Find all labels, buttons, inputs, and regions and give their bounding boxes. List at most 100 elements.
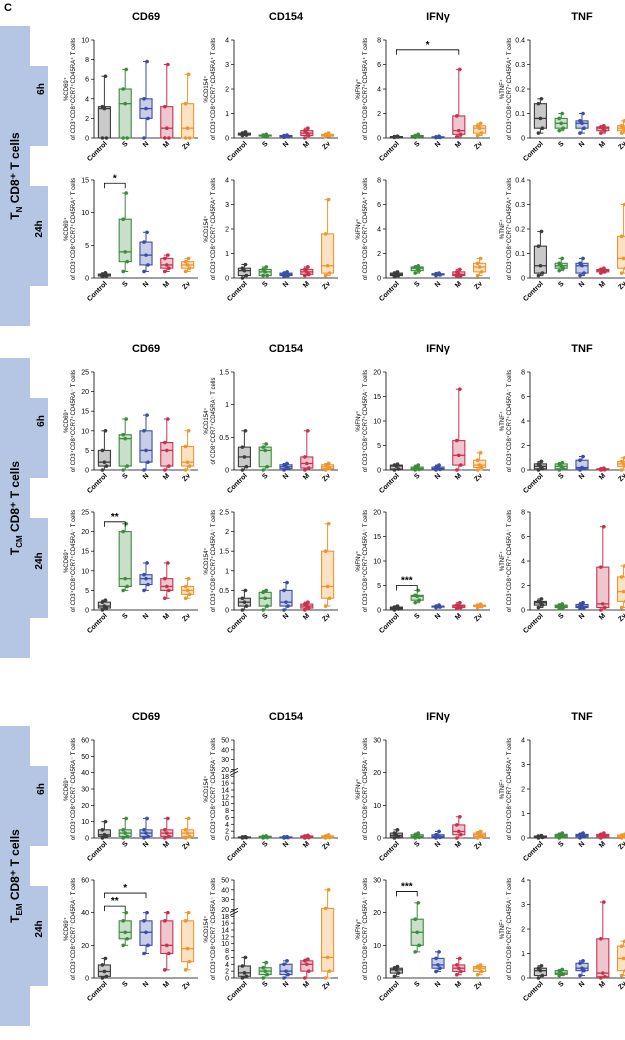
x-tick-label: Zv	[181, 280, 192, 291]
box-M	[452, 956, 466, 977]
y-tick-label: 4	[377, 87, 381, 94]
data-point	[124, 67, 128, 72]
y-tick-label: 50	[221, 878, 229, 885]
time-label: 24h	[34, 552, 45, 569]
data-point	[187, 959, 192, 964]
x-tick-label: Zv	[181, 612, 192, 623]
data-point	[100, 828, 105, 832]
box-S	[258, 834, 272, 840]
box-Control	[237, 262, 251, 280]
y-tick-label: 12	[221, 794, 229, 801]
data-point	[183, 968, 188, 972]
data-point	[602, 900, 606, 904]
x-tick-label: M	[454, 980, 463, 989]
data-point	[100, 963, 105, 967]
y-tick-label: 8	[85, 57, 89, 64]
data-point	[557, 606, 561, 611]
box-Control	[237, 834, 251, 840]
y-tick-label: 1	[521, 951, 525, 958]
column-title-1: CD154	[269, 711, 304, 723]
box-Zv	[473, 121, 487, 138]
x-tick-label: N	[434, 140, 443, 149]
box-iqr	[97, 106, 111, 139]
y-tick-label: 1	[225, 111, 229, 118]
box-N	[575, 111, 589, 135]
chart-cd69: 0 10 20 30 40 50 60 %CD69⁺ of CD3⁺CD8⁺CCR7⁻CD45R…	[63, 738, 198, 863]
box-iqr	[160, 578, 174, 591]
y-axis-label-sub: of CD3⁺CD8⁺CCR7⁺CD45RA⁺ T cells	[210, 178, 217, 280]
significance-label: *	[426, 40, 430, 51]
data-point	[264, 588, 269, 593]
box-iqr	[452, 115, 466, 135]
x-tick-label: N	[434, 980, 443, 989]
x-tick-label: N	[578, 980, 587, 989]
data-point	[557, 836, 561, 840]
data-point	[437, 829, 441, 834]
data-point	[578, 119, 582, 123]
data-point	[395, 134, 400, 138]
y-tick-label: 10	[221, 941, 229, 948]
data-point	[103, 429, 108, 433]
data-point	[102, 460, 107, 464]
data-point	[536, 101, 541, 106]
box-N	[575, 959, 589, 978]
x-tick-label: S	[121, 840, 129, 848]
box-Control	[389, 828, 403, 840]
x-tick-label: M	[598, 612, 607, 621]
data-point	[243, 130, 248, 134]
y-tick-label: 10	[373, 419, 381, 426]
data-point	[121, 136, 125, 140]
data-point	[305, 461, 309, 466]
data-point	[325, 955, 330, 960]
data-point	[475, 972, 480, 977]
box-N	[139, 561, 153, 593]
box-Zv	[473, 829, 487, 840]
y-tick-label: 10	[81, 38, 89, 45]
x-tick-label: M	[162, 140, 171, 149]
y-tick-label: 10	[373, 559, 381, 566]
y-tick-label: 20	[221, 767, 229, 774]
y-axis-label: %IFNγ⁺	[355, 78, 362, 99]
data-point	[187, 136, 192, 140]
y-tick-label: 0	[521, 276, 525, 283]
y-axis-label: %CD69⁺	[63, 917, 70, 941]
data-point	[557, 832, 561, 837]
y-tick-label: 2	[521, 583, 525, 590]
data-point	[457, 829, 461, 834]
y-tick-label: 4	[225, 38, 229, 45]
x-tick-label: M	[598, 980, 607, 989]
x-tick-label: Zv	[617, 472, 625, 483]
data-point	[458, 600, 462, 605]
data-point	[167, 136, 171, 140]
y-tick-label: 40	[221, 747, 229, 754]
x-tick-label: M	[302, 280, 311, 289]
box-S	[258, 442, 272, 472]
y-tick-label: 30	[373, 738, 381, 745]
data-point	[459, 463, 463, 467]
data-point	[285, 461, 289, 466]
data-point	[477, 265, 482, 269]
chart-cd69: 0 5 10 15 %CD69⁺ of CD3⁺CD8⁺CCR7⁺CD45RA⁺ T ce…	[63, 173, 198, 303]
box-S	[554, 967, 568, 978]
box-M	[300, 265, 314, 278]
box-S	[118, 816, 132, 840]
y-tick-label: 60	[81, 878, 89, 885]
data-point	[478, 451, 483, 455]
data-point	[578, 273, 582, 278]
data-point	[599, 608, 603, 612]
data-point	[599, 131, 603, 135]
y-axis-label-sub: of CD3⁺CD8⁺CCR7⁻CD45RA⁻ T cells	[362, 738, 369, 840]
cell-type-band	[0, 726, 48, 1026]
data-point	[580, 966, 584, 970]
data-point	[286, 604, 290, 608]
data-point	[622, 564, 625, 568]
data-point	[536, 834, 541, 838]
box-iqr	[139, 430, 153, 463]
x-tick-label: Control	[378, 840, 401, 863]
data-point	[306, 265, 310, 269]
data-point	[599, 836, 603, 840]
axis-break	[229, 911, 239, 916]
box-N	[279, 580, 293, 612]
data-point	[603, 605, 607, 610]
